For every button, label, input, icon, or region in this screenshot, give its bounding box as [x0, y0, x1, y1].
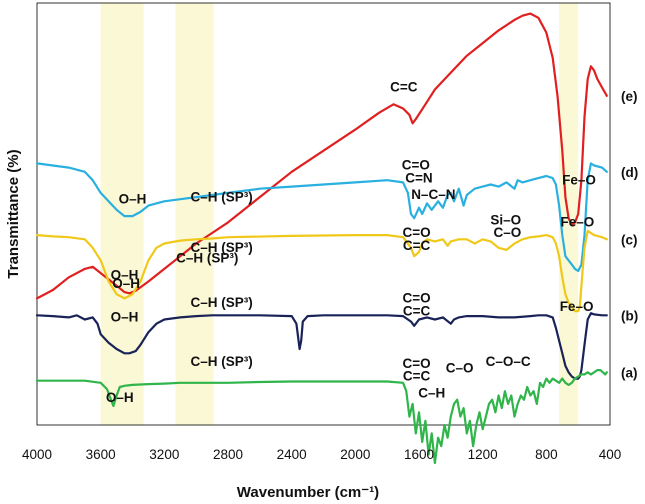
x-axis-title: Wavenumber (cm⁻¹): [237, 484, 379, 501]
x-tick-label-4000: 4000: [22, 447, 52, 462]
trace-labels: (e) (d) (c) (b) (a): [621, 89, 638, 380]
y-axis-title: Transmittance (%): [5, 149, 22, 278]
peak-annotation-11: C–H (SP³): [191, 240, 253, 255]
peak-annotation-23: C–H: [418, 386, 445, 401]
x-tick-label-800: 800: [535, 447, 558, 462]
series-a-line: [35, 369, 608, 465]
peak-annotation-9: Fe–O: [560, 215, 594, 230]
peak-annotation-3: Fe–O: [562, 172, 596, 187]
peak-annotation-18: C=O: [403, 291, 431, 306]
trace-label-e: (e): [621, 89, 638, 104]
peak-annotation-8: N–C–N: [411, 187, 455, 202]
trace-label-b: (b): [621, 308, 638, 323]
peak-annotation-2: C=C: [390, 80, 418, 95]
x-tick-label-1600: 1600: [404, 447, 434, 462]
peak-annotation-24: C–O: [446, 360, 474, 375]
x-tick-labels: 4000 3600 3200 2800 2400 2000 1600 1200 800 400: [22, 447, 621, 462]
series-layer: [35, 12, 608, 465]
x-tick-label-2400: 2400: [277, 447, 307, 462]
peak-annotation-15: C–O: [493, 225, 521, 240]
x-tick-label-2000: 2000: [340, 447, 370, 462]
peak-annotation-4: O–H: [119, 191, 147, 206]
peak-annotation-10: O–H: [112, 276, 140, 291]
peak-annotation-25: C–O–C: [486, 354, 531, 369]
peak-annotation-20: Fe–O: [560, 299, 594, 314]
series-b-line: [35, 312, 608, 380]
trace-label-d: (d): [621, 165, 638, 180]
peak-annotation-27: C–H (SP³): [191, 354, 253, 369]
series-d-line: [35, 162, 608, 273]
trace-label-c: (c): [621, 232, 638, 247]
peak-annotation-1: C–H (SP³): [176, 251, 238, 266]
peak-annotation-22: C=C: [403, 369, 431, 384]
peak-annotation-19: C=C: [403, 303, 431, 318]
series-c-line: [35, 229, 608, 313]
peak-annotation-5: C–H (SP³): [191, 189, 253, 204]
plot-frame: [36, 2, 611, 426]
peak-annotation-13: C=C: [403, 238, 431, 253]
peak-annotation-17: C–H (SP³): [191, 295, 253, 310]
peak-annotation-16: O–H: [111, 310, 139, 325]
trace-label-a: (a): [621, 365, 638, 380]
peak-annotation-26: O–H: [106, 390, 134, 405]
peak-annotations: O–HC–H (SP³)C=CFe–OO–H C–H (SP³)C=OC=NN–C…: [106, 80, 596, 405]
x-tick-label-400: 400: [599, 447, 622, 462]
x-tick-label-3200: 3200: [149, 447, 179, 462]
peak-annotation-0: O–H: [111, 267, 139, 282]
peak-annotation-14: Si–O: [490, 213, 521, 228]
highlight-band-1: [175, 3, 214, 425]
peak-annotation-7: C=N: [405, 170, 432, 185]
x-tick-label-3600: 3600: [86, 447, 116, 462]
peak-annotation-12: C=O: [403, 225, 431, 240]
x-tick-label-2800: 2800: [213, 447, 243, 462]
x-tick-label-1200: 1200: [468, 447, 498, 462]
peak-annotation-6: C=O: [402, 158, 430, 173]
peak-annotation-21: C=O: [403, 356, 431, 371]
